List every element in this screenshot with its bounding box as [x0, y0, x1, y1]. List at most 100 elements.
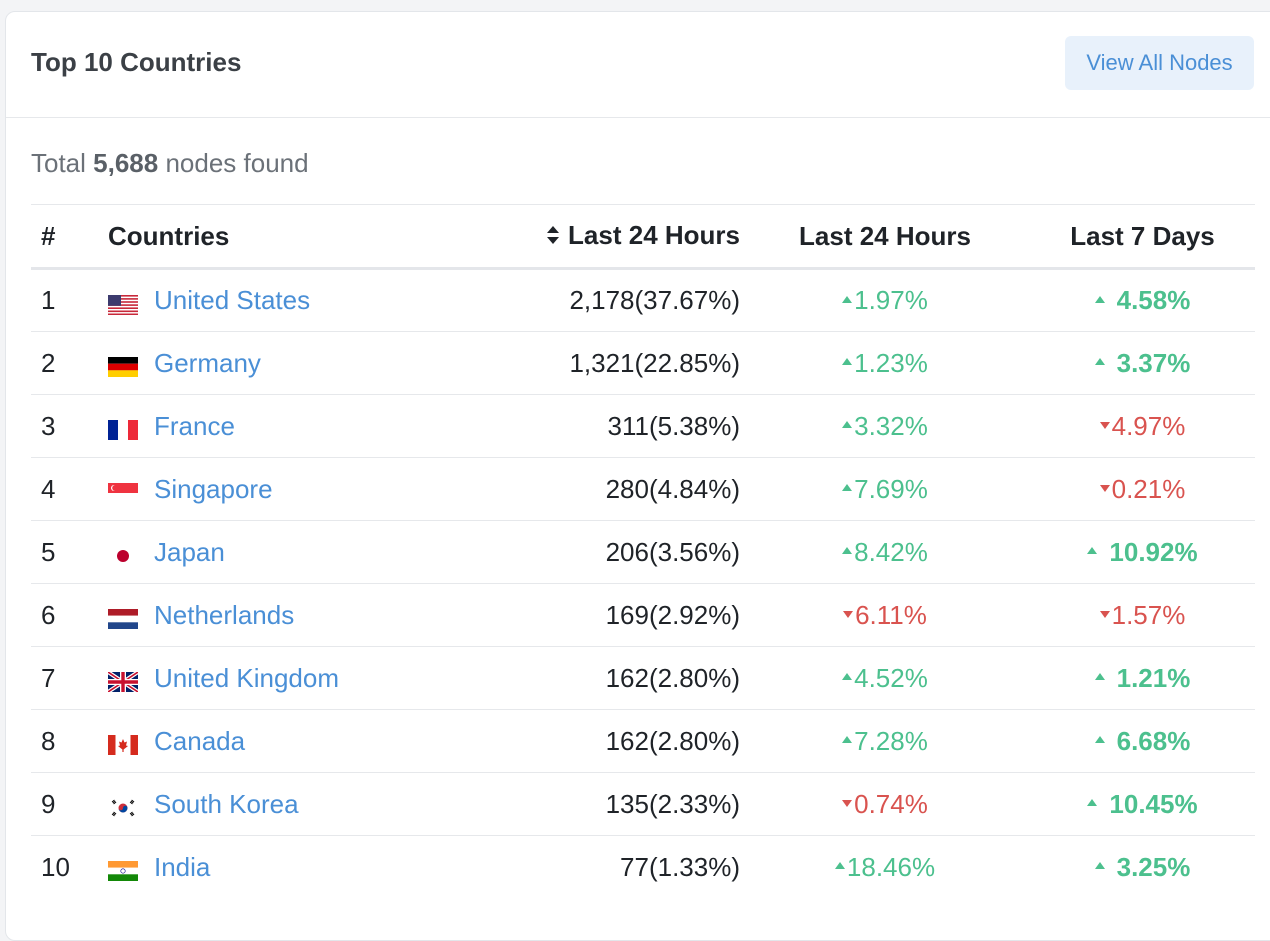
change-7d-cell: 3.37%	[1030, 332, 1255, 395]
sort-icon[interactable]	[546, 221, 560, 252]
view-all-nodes-button[interactable]: View All Nodes	[1065, 36, 1254, 90]
country-cell: Germany	[108, 332, 448, 395]
country-link[interactable]: Canada	[154, 725, 246, 756]
country-link[interactable]: France	[154, 410, 235, 441]
change-24h-cell: 7.69%	[740, 458, 1030, 521]
change-24h-cell: 6.11%	[740, 584, 1030, 647]
change-24h-cell: 7.28%	[740, 710, 1030, 773]
table-header-row: # Countries Last 24 Hours Last 24 Hours …	[31, 204, 1255, 269]
country-link[interactable]: South Korea	[154, 788, 299, 819]
total-count: 5,688	[93, 148, 159, 178]
table-row: 5 Japan 206(3.56%) 8.42% 10.92%	[31, 521, 1255, 584]
change-24h-value: 7.69%	[854, 473, 928, 504]
table-row: 1 United States 2,178(37.67%) 1.97% 4.58%	[31, 269, 1255, 332]
arrow-up-icon	[834, 862, 845, 870]
total-summary: Total 5,688 nodes found	[31, 148, 309, 179]
column-header-nodes-label: Last 24 Hours	[568, 219, 740, 250]
nl-flag-icon	[108, 605, 138, 629]
change-7d-cell: 0.21%	[1030, 458, 1255, 521]
table-row: 4 Singapore 280(4.84%) 7.69% 0.21%	[31, 458, 1255, 521]
nodes-cell: 169(2.92%)	[605, 599, 740, 630]
change-7d-value: 10.45%	[1109, 788, 1198, 819]
change-7d-cell: 10.45%	[1030, 773, 1255, 836]
change-24h-value: 6.11%	[855, 599, 927, 630]
total-prefix: Total	[31, 148, 86, 178]
nodes-cell: 162(2.80%)	[605, 725, 740, 756]
country-link[interactable]: United Kingdom	[154, 662, 339, 693]
kr-flag-icon	[108, 794, 138, 818]
country-cell: France	[108, 395, 448, 458]
country-cell: South Korea	[108, 773, 448, 836]
change-7d-cell: 1.57%	[1030, 584, 1255, 647]
country-cell: Netherlands	[108, 584, 448, 647]
nodes-cell: 135(2.33%)	[605, 788, 740, 819]
country-link[interactable]: India	[154, 851, 211, 882]
change-7d-cell: 3.25%	[1030, 836, 1255, 899]
rank-cell: 7	[41, 662, 56, 693]
table-row: 2 Germany 1,321(22.85%) 1.23% 3.37%	[31, 332, 1255, 395]
change-7d-value: 1.21%	[1116, 662, 1191, 693]
arrow-down-icon	[1099, 422, 1110, 430]
column-header-nodes-24h[interactable]: Last 24 Hours	[448, 205, 740, 269]
de-flag-icon	[108, 353, 138, 377]
country-cell: United States	[108, 269, 448, 332]
change-24h-value: 8.42%	[854, 536, 928, 567]
country-link[interactable]: Netherlands	[154, 599, 295, 630]
change-24h-cell: 8.42%	[740, 521, 1030, 584]
sg-flag-icon	[108, 479, 138, 503]
change-24h-cell: 1.97%	[740, 269, 1030, 332]
table-row: 3 France 311(5.38%) 3.32% 4.97%	[31, 395, 1255, 458]
nodes-cell: 1,321(22.85%)	[569, 347, 740, 378]
arrow-up-icon	[842, 295, 853, 303]
change-7d-value: 0.21%	[1111, 473, 1186, 504]
arrow-down-icon	[1099, 485, 1110, 493]
country-cell: Singapore	[108, 458, 448, 521]
fr-flag-icon	[108, 416, 138, 440]
country-cell: Japan	[108, 521, 448, 584]
change-7d-cell: 4.58%	[1030, 269, 1255, 332]
country-link[interactable]: Germany	[154, 347, 261, 378]
rank-cell: 5	[41, 536, 56, 567]
table-row: 9 South Korea 135(2.33%) 0.74% 10.45%	[31, 773, 1255, 836]
rank-cell: 4	[41, 473, 56, 504]
change-7d-cell: 6.68%	[1030, 710, 1255, 773]
in-flag-icon	[108, 857, 138, 882]
change-7d-cell: 4.97%	[1030, 395, 1255, 458]
arrow-up-icon	[842, 484, 853, 492]
arrow-up-icon	[1094, 862, 1105, 870]
arrow-up-icon	[1094, 358, 1105, 366]
nodes-cell: 280(4.84%)	[605, 473, 740, 504]
arrow-down-icon	[1099, 611, 1110, 619]
arrow-up-icon	[842, 673, 853, 681]
table-row: 8 Canada 162(2.80%) 7.28% 6.68%	[31, 710, 1255, 773]
column-header-countries: Countries	[108, 220, 230, 251]
nodes-cell: 2,178(37.67%)	[569, 285, 740, 315]
rank-cell: 3	[41, 410, 56, 441]
arrow-up-icon	[1094, 295, 1105, 303]
change-24h-value: 0.74%	[854, 788, 928, 819]
change-24h-value: 4.52%	[854, 662, 928, 693]
arrow-up-icon	[1094, 673, 1105, 681]
nodes-cell: 77(1.33%)	[620, 851, 740, 882]
rank-cell: 8	[41, 725, 56, 756]
change-24h-value: 3.32%	[854, 410, 928, 441]
nodes-cell: 162(2.80%)	[605, 662, 740, 693]
arrow-up-icon	[842, 736, 853, 744]
column-header-change-7d: Last 7 Days	[1070, 220, 1215, 251]
change-7d-value: 10.92%	[1109, 536, 1198, 567]
country-link[interactable]: United States	[154, 285, 311, 315]
change-24h-cell: 0.74%	[740, 773, 1030, 836]
country-link[interactable]: Singapore	[154, 473, 273, 504]
gb-flag-icon	[106, 668, 140, 694]
arrow-up-icon	[1087, 799, 1098, 807]
rank-cell: 1	[41, 285, 56, 315]
change-24h-cell: 1.23%	[740, 332, 1030, 395]
countries-table: # Countries Last 24 Hours Last 24 Hours …	[31, 204, 1255, 899]
top-countries-card: Top 10 Countries View All Nodes Total 5,…	[5, 11, 1270, 941]
change-24h-value: 1.97%	[854, 285, 928, 315]
country-link[interactable]: Japan	[154, 536, 225, 567]
arrow-down-icon	[843, 611, 854, 619]
change-24h-value: 7.28%	[854, 725, 928, 756]
card-header: Top 10 Countries View All Nodes	[6, 12, 1270, 118]
change-7d-value: 6.68%	[1116, 725, 1191, 756]
